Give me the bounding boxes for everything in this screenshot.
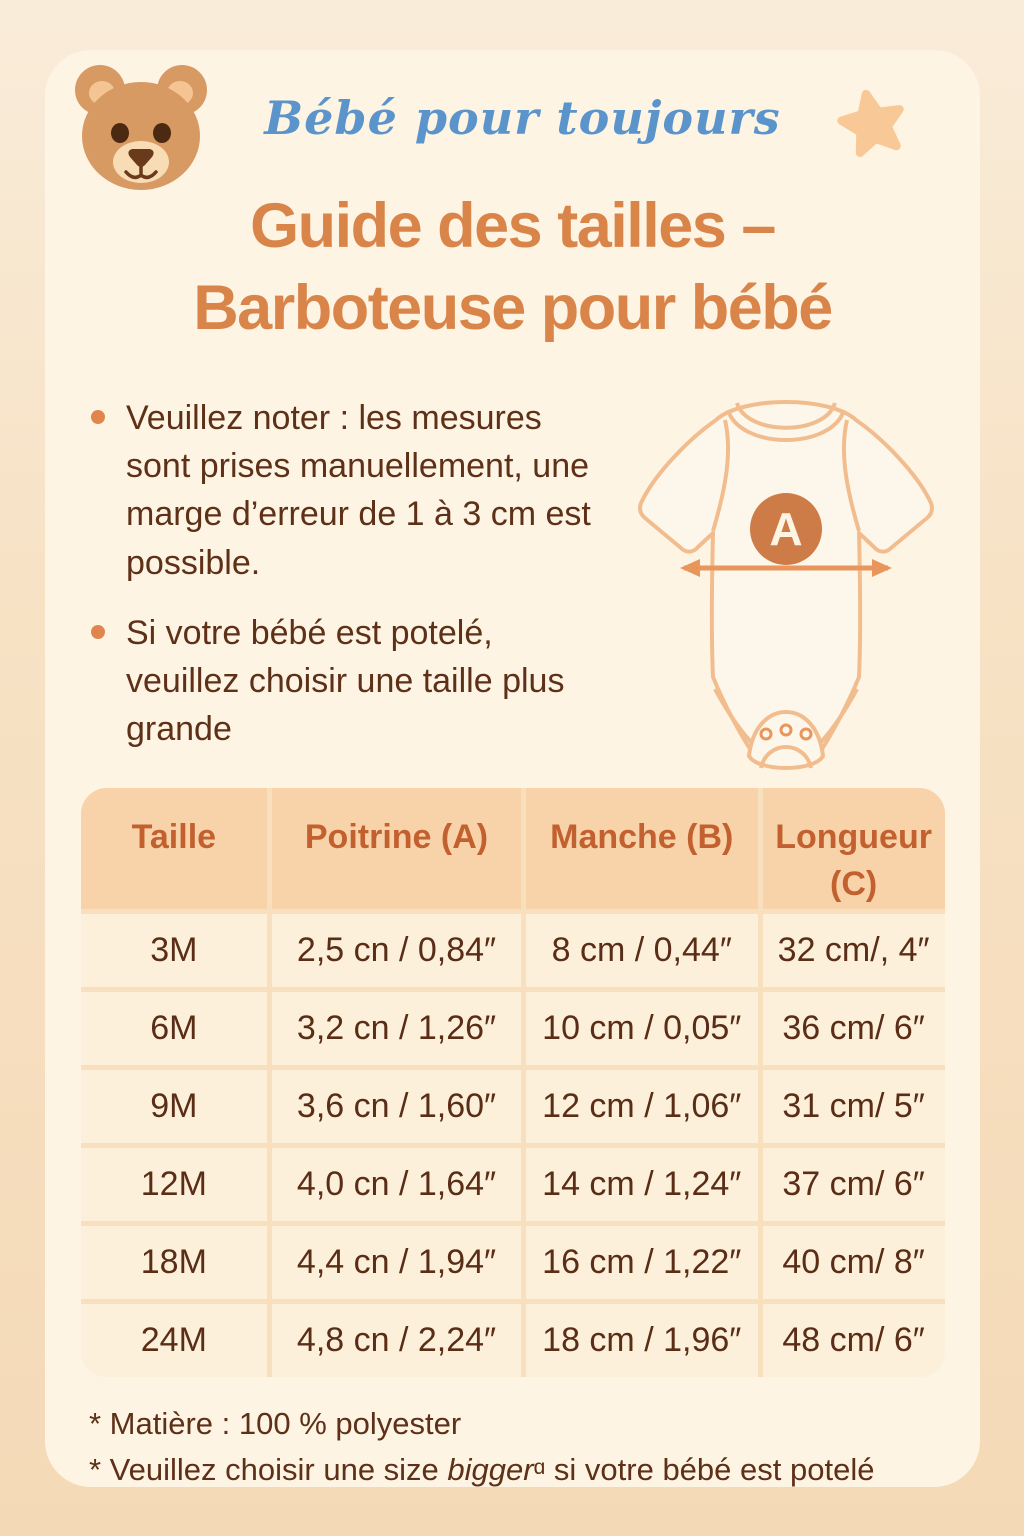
table-cell: 32 cm/, 4″ xyxy=(762,913,945,987)
table-cell: 4,4 cn / 1,94″ xyxy=(272,1225,521,1299)
star-shape xyxy=(837,89,904,157)
table-cell: 40 cm/ 8″ xyxy=(762,1225,945,1299)
column-header-poitrine: Poitrine (A) xyxy=(272,787,521,909)
table-cell: 4,0 cn / 1,64″ xyxy=(272,1147,521,1221)
column-header-taille: Taille xyxy=(80,787,268,909)
table-cell: 37 cm/ 6″ xyxy=(762,1147,945,1221)
romper-diagram: A xyxy=(638,399,934,770)
neckline-inner xyxy=(735,401,837,430)
table-cell: 18 cm / 1,96″ xyxy=(525,1303,758,1377)
content-row: Veuillez noter : les mesures sont prises… xyxy=(45,350,980,782)
column-header-manche: Manche (B) xyxy=(525,787,758,909)
seam-left xyxy=(711,419,731,532)
romper-outline xyxy=(638,399,934,754)
footnote-size-emphasis: bigger xyxy=(447,1452,534,1487)
table-cell: 31 cm/ 5″ xyxy=(762,1069,945,1143)
notes-list: Veuillez noter : les mesures sont prises… xyxy=(89,394,602,782)
chest-label-badge: A xyxy=(750,492,822,565)
table-cell: 8 cm / 0,44″ xyxy=(525,913,758,987)
table-cell: 48 cm/ 6″ xyxy=(762,1303,945,1377)
header: Bébé pour toujours xyxy=(45,50,980,190)
note-measurement: Veuillez noter : les mesures sont prises… xyxy=(89,394,602,587)
footnote-size-marker: ɑ xyxy=(533,1456,546,1480)
note-chubby: Si votre bébé est potelé, veuillez chois… xyxy=(89,609,602,754)
footnote-size-post: si votre bébé est potelé xyxy=(545,1452,875,1487)
table-cell: 2,5 cn / 0,84″ xyxy=(272,913,521,987)
table-cell: 18M xyxy=(80,1225,268,1299)
star-icon xyxy=(837,89,904,157)
column-header-longueur: Longueur (C) xyxy=(762,787,945,909)
seam-right xyxy=(841,419,861,532)
table-cell: 6M xyxy=(80,991,268,1065)
table-cell: 10 cm / 0,05″ xyxy=(525,991,758,1065)
chest-arrow xyxy=(680,558,892,577)
crotch-flap-arc xyxy=(759,744,813,769)
table-cell: 3,2 cn / 1,26″ xyxy=(272,991,521,1065)
brand-name: Bébé pour toujours xyxy=(264,91,781,145)
table-cell: 36 cm/ 6″ xyxy=(762,991,945,1065)
snap-buttons xyxy=(759,723,813,741)
table-cell: 12M xyxy=(80,1147,268,1221)
table-cell: 14 cm / 1,24″ xyxy=(525,1147,758,1221)
table-cell: 24M xyxy=(80,1303,268,1377)
table-cell: 12 cm / 1,06″ xyxy=(525,1069,758,1143)
footnotes: * Matière : 100 % polyester * Veuillez c… xyxy=(45,1377,980,1487)
table-cell: 16 cm / 1,22″ xyxy=(525,1225,758,1299)
table-cell: 3,6 cn / 1,60″ xyxy=(272,1069,521,1143)
table-cell: 9M xyxy=(80,1069,268,1143)
page-title-line2: Barboteuse pour bébé xyxy=(193,272,833,343)
page-title-line1: Guide des tailles – xyxy=(250,191,776,261)
teddy-bear-icon xyxy=(75,65,207,190)
footnote-size: * Veuillez choisir une size biggerɑ si v… xyxy=(89,1447,940,1487)
page-title: Guide des tailles – Barboteuse pour bébé xyxy=(55,186,970,350)
footnote-material: * Matière : 100 % polyester xyxy=(89,1405,462,1441)
table-cell: 3M xyxy=(80,913,268,987)
table-cell: 4,8 cn / 2,24″ xyxy=(272,1303,521,1377)
size-guide-card: Bébé pour toujours Guide des tailles – B… xyxy=(45,50,980,1487)
chest-label: A xyxy=(769,503,802,555)
size-table: Taille Poitrine (A) Manche (B) Longueur … xyxy=(80,787,945,1377)
footnote-size-pre: * Veuillez choisir une size xyxy=(89,1452,448,1487)
neckline-outer xyxy=(726,409,846,442)
